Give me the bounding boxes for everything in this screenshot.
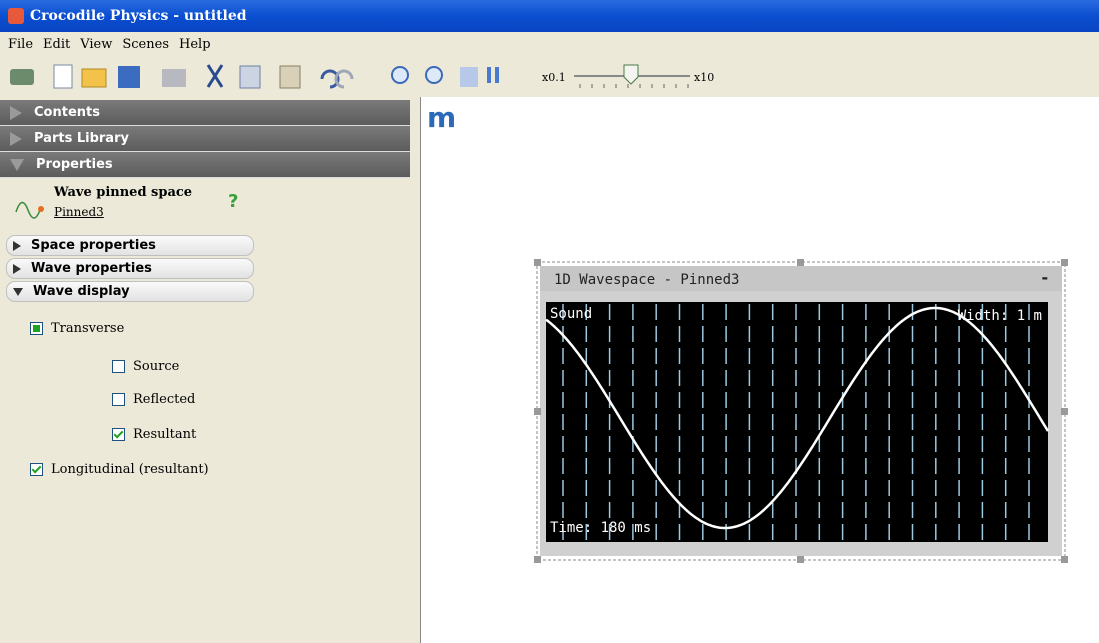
group-header[interactable]: Wave display <box>6 281 254 302</box>
group-arrow <box>13 241 21 251</box>
open-button[interactable] <box>82 69 106 87</box>
section-arrow <box>10 132 22 146</box>
logo: m <box>427 101 456 134</box>
section-arrow <box>10 159 24 171</box>
zoom-out-button[interactable] <box>426 67 442 83</box>
option-label: Reflected <box>133 392 195 407</box>
app-icon <box>8 8 24 24</box>
speed-min-label: x0.1 <box>542 71 566 84</box>
option-label: Resultant <box>133 427 196 442</box>
component-id[interactable]: Pinned3 <box>54 205 104 219</box>
section-label: Contents <box>34 105 100 120</box>
checkbox[interactable] <box>30 463 43 476</box>
menu-item[interactable]: Edit <box>43 37 70 52</box>
option[interactable]: Transverse <box>30 321 124 336</box>
speed-max-label: x10 <box>694 71 714 84</box>
option-label: Transverse <box>51 321 124 336</box>
checkbox[interactable] <box>30 322 43 335</box>
section-label: Parts Library <box>34 131 129 146</box>
wave-icon <box>14 192 50 224</box>
croc-button[interactable] <box>10 69 34 85</box>
toolbar: x0.1 x10 <box>0 57 1099 98</box>
menu-item[interactable]: File <box>8 37 33 52</box>
option[interactable]: Longitudinal (resultant) <box>30 462 209 477</box>
checkbox[interactable] <box>112 393 125 406</box>
pause-button-bar <box>495 67 499 83</box>
speed-thumb[interactable] <box>624 65 638 84</box>
checkbox[interactable] <box>112 360 125 373</box>
menu-item[interactable]: Help <box>179 37 211 52</box>
group-arrow <box>13 288 23 296</box>
option-label: Source <box>133 359 179 374</box>
menu-bar: File Edit View Scenes Help <box>0 32 1099 57</box>
menu-item[interactable]: View <box>80 37 112 52</box>
app-window: Crocodile Physics - untitled File Edit Vie… <box>0 0 1099 643</box>
component-name: Wave pinned space <box>54 185 192 200</box>
new-button[interactable] <box>54 65 72 88</box>
checkbox[interactable] <box>112 428 125 441</box>
group-label: Space properties <box>31 238 156 253</box>
speed-ticks <box>580 84 688 88</box>
pause-button[interactable] <box>487 67 491 83</box>
group-label: Wave properties <box>31 261 152 276</box>
option[interactable]: Source <box>112 359 179 374</box>
option[interactable]: Reflected <box>112 392 195 407</box>
option-label: Longitudinal (resultant) <box>51 462 209 477</box>
save-button[interactable] <box>118 66 140 88</box>
section-header[interactable]: Parts Library <box>0 126 410 152</box>
section-header[interactable]: Contents <box>0 100 410 126</box>
canvas: m <box>421 97 1099 643</box>
fit-button[interactable] <box>460 67 478 87</box>
window-title: Crocodile Physics - untitled <box>30 8 247 24</box>
section-arrow <box>10 106 22 120</box>
section-label: Properties <box>36 157 113 172</box>
copy-button[interactable] <box>240 66 260 88</box>
group-arrow <box>13 264 21 274</box>
group-header[interactable]: Space properties <box>6 235 254 256</box>
zoom-in-button[interactable] <box>392 67 408 83</box>
sidebar: Wave pinned space Pinned3 ? Contents Part… <box>0 97 421 643</box>
menu-item[interactable]: Scenes <box>122 37 169 52</box>
option[interactable]: Resultant <box>112 427 196 442</box>
title-bar: Crocodile Physics - untitled <box>0 0 1099 32</box>
group-label: Wave display <box>33 284 130 299</box>
toolbar-icons: x0.1 x10 <box>0 57 1099 97</box>
paste-button[interactable] <box>280 66 300 88</box>
section-header[interactable]: Properties <box>0 152 410 178</box>
print-button[interactable] <box>162 69 186 87</box>
cut-button[interactable] <box>208 65 222 87</box>
help-button[interactable]: ? <box>228 191 238 212</box>
group-header[interactable]: Wave properties <box>6 258 254 279</box>
